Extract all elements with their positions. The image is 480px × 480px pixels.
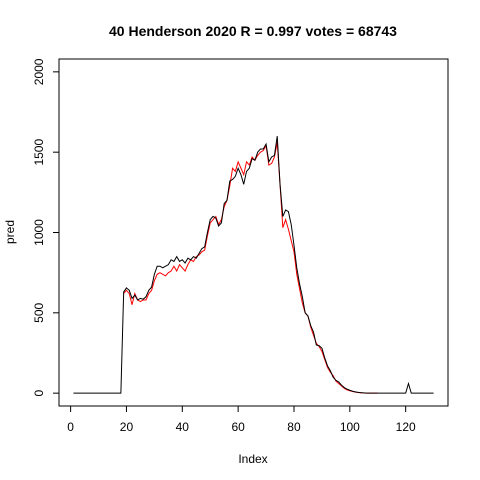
series-line: [73, 136, 434, 394]
y-tick-label: 500: [32, 302, 46, 322]
x-axis-label: Index: [238, 452, 267, 466]
y-tick-label: 0: [32, 389, 46, 396]
y-tick-label: 2000: [32, 58, 46, 85]
x-tick-label: 20: [120, 420, 134, 434]
chart-title: 40 Henderson 2020 R = 0.997 votes = 6874…: [109, 23, 397, 39]
x-tick-label: 40: [176, 420, 190, 434]
x-tick-label: 100: [340, 420, 360, 434]
y-tick-label: 1000: [32, 219, 46, 246]
y-tick-label: 1500: [32, 139, 46, 166]
x-tick-label: 120: [396, 420, 416, 434]
y-axis-label: pred: [3, 220, 17, 244]
x-tick-label: 60: [231, 420, 245, 434]
x-tick-label: 80: [287, 420, 301, 434]
x-tick-label: 0: [67, 420, 74, 434]
